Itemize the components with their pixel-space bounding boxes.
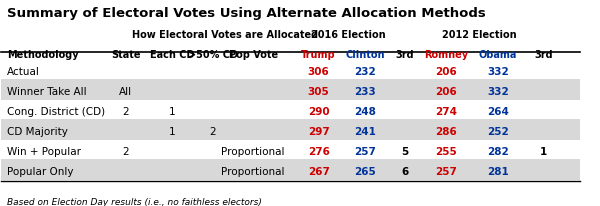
Text: 233: 233 [354,86,376,96]
Text: 282: 282 [487,146,509,156]
Text: Actual: Actual [7,66,40,76]
Text: 1: 1 [169,106,175,116]
Text: 1: 1 [540,146,547,156]
Text: Summary of Electoral Votes Using Alternate Allocation Methods: Summary of Electoral Votes Using Alterna… [7,7,486,20]
Text: Proportional: Proportional [221,146,285,156]
Text: Romney: Romney [424,49,468,60]
Text: >50% CD: >50% CD [188,49,238,60]
Text: 257: 257 [354,146,376,156]
FancyBboxPatch shape [1,119,580,140]
Text: 5: 5 [401,146,409,156]
Text: 305: 305 [308,86,329,96]
Text: 332: 332 [487,66,509,76]
Text: Pop Vote: Pop Vote [229,49,278,60]
Text: Obama: Obama [479,49,517,60]
Text: 2: 2 [209,126,216,136]
Text: Cong. District (CD): Cong. District (CD) [7,106,106,116]
Text: 252: 252 [487,126,509,136]
Text: Proportional: Proportional [221,166,285,176]
Text: Popular Only: Popular Only [7,166,74,176]
FancyBboxPatch shape [1,80,580,100]
Text: 2012 Election: 2012 Election [442,29,517,40]
Text: Based on Election Day results (i.e., no faithless electors): Based on Election Day results (i.e., no … [7,198,262,206]
Text: 248: 248 [354,106,376,116]
Text: Win + Popular: Win + Popular [7,146,81,156]
Text: 206: 206 [435,66,457,76]
Text: Clinton: Clinton [345,49,385,60]
Text: 2016 Election: 2016 Election [311,29,386,40]
Text: 255: 255 [435,146,457,156]
Text: 232: 232 [354,66,376,76]
Text: 241: 241 [354,126,376,136]
Text: 297: 297 [308,126,329,136]
Text: State: State [111,49,140,60]
Text: 1: 1 [169,126,175,136]
Text: 281: 281 [487,166,509,176]
Text: 264: 264 [487,106,509,116]
Text: 276: 276 [308,146,329,156]
Text: How Electoral Votes are Allocated: How Electoral Votes are Allocated [131,29,318,40]
Text: 2: 2 [122,106,129,116]
Text: Methodology: Methodology [7,49,79,60]
Text: 6: 6 [401,166,409,176]
Text: Each CD: Each CD [150,49,194,60]
Text: Winner Take All: Winner Take All [7,86,87,96]
Text: 306: 306 [308,66,329,76]
Text: 267: 267 [308,166,329,176]
Text: 332: 332 [487,86,509,96]
Text: 265: 265 [354,166,376,176]
Text: 274: 274 [435,106,457,116]
Text: 3rd: 3rd [395,49,414,60]
Text: 206: 206 [435,86,457,96]
Text: 3rd: 3rd [535,49,553,60]
Text: 257: 257 [435,166,457,176]
Text: 290: 290 [308,106,329,116]
Text: All: All [119,86,133,96]
Text: 286: 286 [435,126,457,136]
Text: Trump: Trump [301,49,336,60]
Text: 2: 2 [122,146,129,156]
Text: CD Majority: CD Majority [7,126,68,136]
FancyBboxPatch shape [1,159,580,180]
